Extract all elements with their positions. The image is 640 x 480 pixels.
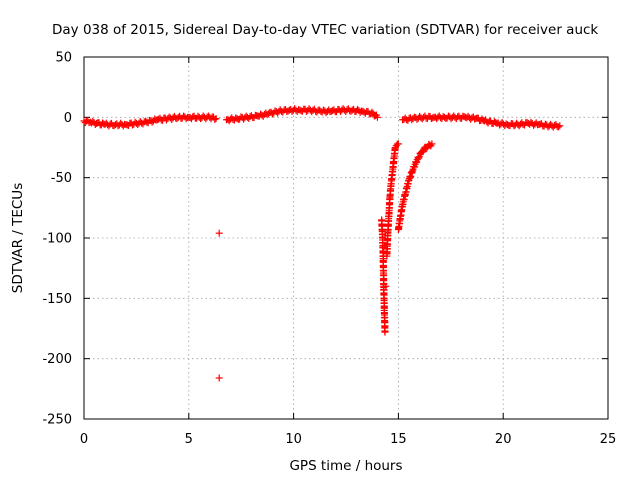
x-tick-label: 15 xyxy=(390,432,407,447)
data-point xyxy=(212,115,220,123)
y-axis-label: SDTVAR / TECUs xyxy=(10,183,26,293)
data-point xyxy=(215,374,223,382)
x-tick-label: 5 xyxy=(185,432,193,447)
data-point xyxy=(428,140,436,148)
y-tick-label: -200 xyxy=(42,352,72,367)
x-tick-label: 20 xyxy=(495,432,512,447)
chart-title: Day 038 of 2015, Sidereal Day-to-day VTE… xyxy=(52,22,598,38)
axis-ticks xyxy=(83,56,609,420)
y-tick-label: 50 xyxy=(55,51,72,66)
data-point xyxy=(215,229,223,237)
y-tick-label: -250 xyxy=(42,413,72,428)
x-tick-label: 25 xyxy=(600,432,617,447)
data-point xyxy=(415,154,423,162)
data-point xyxy=(394,140,402,148)
y-tick-label: -50 xyxy=(51,171,72,186)
data-point xyxy=(381,328,389,336)
x-tick-label: 10 xyxy=(285,432,302,447)
data-point xyxy=(556,122,564,130)
data-point xyxy=(368,108,376,116)
x-tick-label: 0 xyxy=(80,432,88,447)
grid xyxy=(84,57,608,419)
data-point xyxy=(554,123,562,131)
data-point xyxy=(423,144,431,152)
y-tick-label: -100 xyxy=(42,232,72,247)
data-point xyxy=(211,115,219,123)
data-point xyxy=(415,153,423,161)
data-point xyxy=(382,282,390,290)
y-tick-labels: 50 0 -50 -100 -150 -200 -250 xyxy=(42,51,72,428)
data-points xyxy=(80,105,564,382)
y-tick-label: 0 xyxy=(64,111,72,126)
data-point xyxy=(373,113,381,121)
y-tick-label: -150 xyxy=(42,292,72,307)
x-tick-labels: 0 5 10 15 20 25 xyxy=(80,432,616,447)
x-axis-label: GPS time / hours xyxy=(289,458,402,474)
